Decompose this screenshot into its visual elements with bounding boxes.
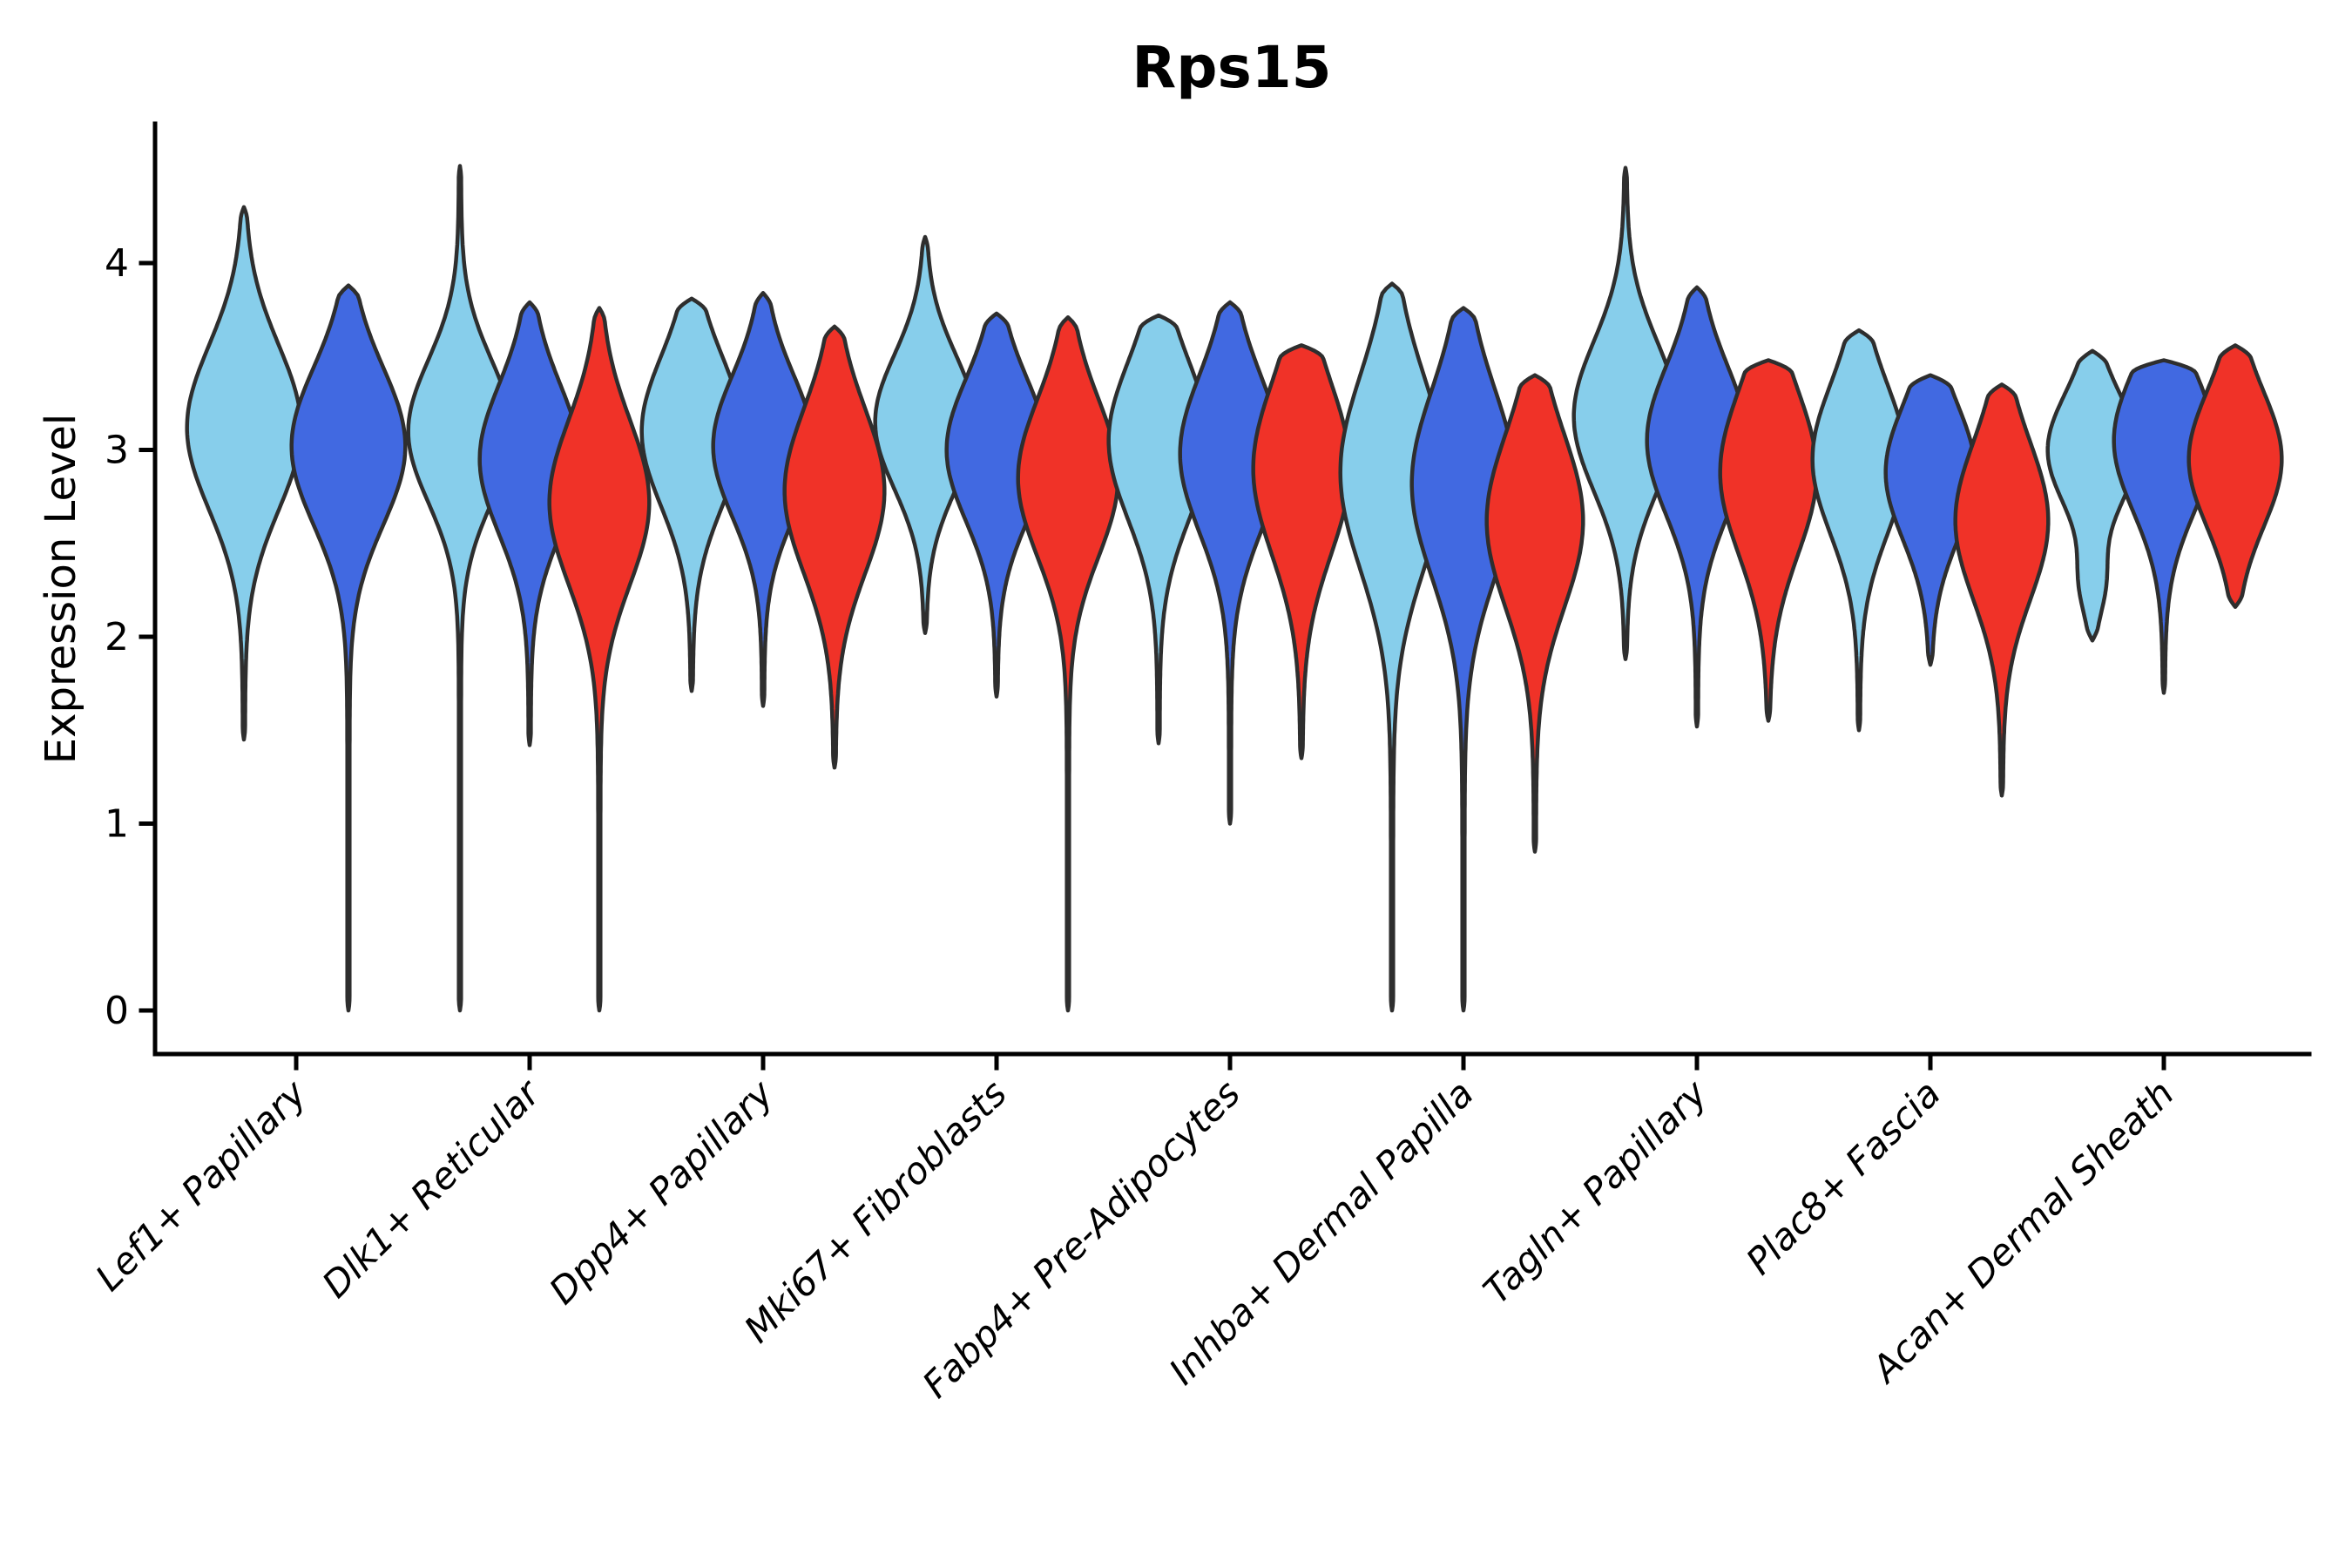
x-tick-label-plac8+: Plac8+ Fascia [1738, 1071, 1949, 1282]
violin-acan+-s3 [2186, 343, 2284, 609]
violin-fabp4+-s3 [1251, 343, 1352, 760]
violin-dlk1+-s1 [406, 164, 514, 1013]
violin-mki67+-s3 [1016, 314, 1120, 1013]
violin-inhba+-s1 [1338, 281, 1446, 1013]
axes-layer [139, 121, 2312, 1071]
y-axis-label: Expression Level [37, 414, 85, 765]
y-tick-label-3: 3 [105, 429, 129, 473]
violin-dlk1+-s3 [547, 306, 652, 1013]
violin-plac8+-s1 [1810, 328, 1908, 733]
violin-inhba+-s2 [1409, 306, 1517, 1013]
chart-title: Rps15 [1132, 34, 1331, 101]
y-tick-label-2: 2 [105, 615, 129, 659]
y-tick-label-4: 4 [105, 241, 129, 286]
x-tick-label-tagln+: Tagln+ Papillary [1475, 1071, 1716, 1313]
violin-lef1+-s1 [185, 205, 303, 742]
violin-dpp4+-s3 [782, 324, 887, 770]
x-tick-label-dlk1+: Dlk1+ Reticular [314, 1070, 550, 1306]
violin-tagln+-s3 [1718, 358, 1819, 723]
x-tick-label-lef1+: Lef1+ Papillary [87, 1071, 315, 1300]
x-tick-label-mki67+: Mki67+ Fibroblasts [736, 1071, 1015, 1350]
violins-layer [185, 164, 2284, 1013]
violin-inhba+-s3 [1484, 373, 1585, 854]
violin-plac8+-s3 [1953, 382, 2051, 798]
y-tick-label-0: 0 [105, 989, 129, 1033]
violin-fabp4+-s1 [1106, 313, 1211, 746]
violin-lef1+-s2 [289, 283, 408, 1013]
y-tick-label-1: 1 [105, 802, 129, 847]
violin-tagln+-s1 [1571, 166, 1680, 661]
violin-mki67+-s1 [873, 234, 977, 635]
x-tick-label-dpp4+: Dpp4+ Papillary [541, 1071, 782, 1313]
